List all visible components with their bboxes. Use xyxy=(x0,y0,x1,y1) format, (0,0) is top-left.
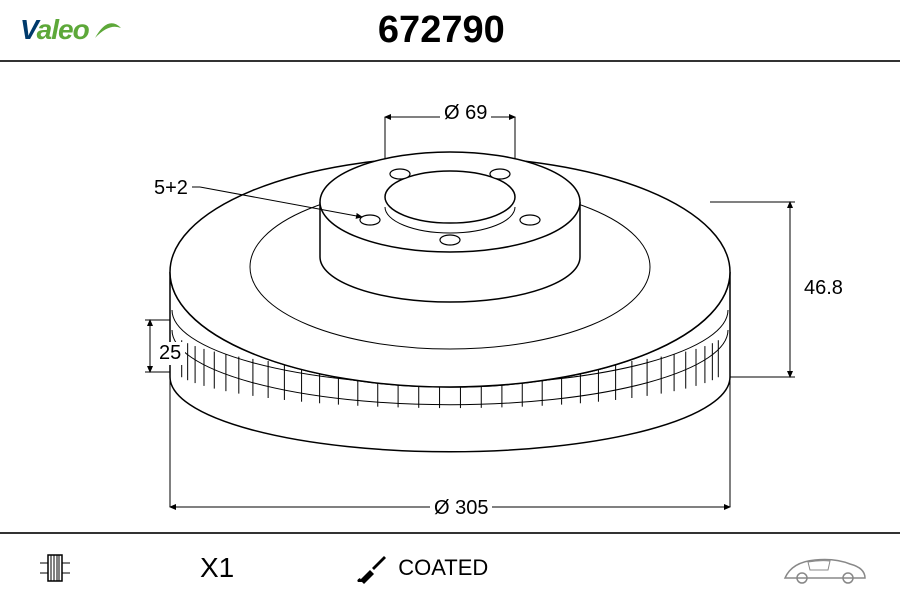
dim-bolt-pattern: 5+2 xyxy=(150,177,192,200)
dim-thickness: 25 xyxy=(155,342,185,365)
dim-overall-height: 46.8 xyxy=(800,277,847,300)
dim-outer-diameter: Ø 305 xyxy=(430,497,492,520)
disc-edge-icon xyxy=(30,553,80,583)
coated-indicator: COATED xyxy=(354,550,488,586)
footer: X1 COATED xyxy=(0,532,900,602)
coated-label: COATED xyxy=(398,555,488,581)
part-number: 672790 xyxy=(3,9,880,52)
car-icon xyxy=(780,550,870,586)
technical-drawing: Ø 69 5+2 25 46.8 Ø 305 xyxy=(0,62,900,532)
dim-hub-diameter: Ø 69 xyxy=(440,102,491,125)
brake-disc-svg xyxy=(0,62,900,532)
brush-icon xyxy=(354,550,390,586)
header: Valeo 672790 xyxy=(0,0,900,60)
quantity-label: X1 xyxy=(200,552,234,584)
